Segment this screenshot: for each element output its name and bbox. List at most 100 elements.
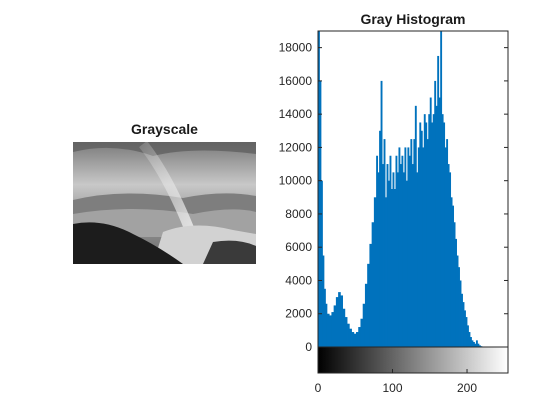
histogram-bar (456, 255, 459, 347)
grayscale-image (73, 142, 256, 264)
histogram-bar (349, 328, 352, 347)
histogram-bar (325, 303, 328, 347)
x-tick-label: 100 (382, 381, 402, 395)
histogram-bar (425, 122, 428, 347)
histogram-bar (435, 105, 438, 347)
histogram-bar (353, 333, 357, 347)
histogram-bar (467, 325, 469, 347)
histogram-bar (443, 122, 446, 347)
histogram-bar (340, 295, 343, 347)
histogram-bar (379, 130, 381, 347)
histogram-bar (367, 263, 370, 347)
y-tick-label: 14000 (279, 107, 313, 121)
histogram-bar (465, 317, 468, 347)
histogram-bar (398, 147, 401, 347)
histogram-bar (417, 147, 420, 347)
histogram-bar (351, 332, 355, 347)
histogram-bar (461, 293, 463, 347)
histogram-bar (458, 267, 460, 347)
histogram-bar (446, 139, 449, 347)
histogram-bar (329, 315, 332, 347)
histogram-bar (478, 345, 481, 347)
histogram-bar (453, 222, 456, 347)
histogram-bar (386, 164, 389, 347)
histogram-bar (344, 317, 348, 347)
histogram-bar (320, 180, 323, 347)
histogram-bar (364, 283, 368, 347)
histogram-bar (402, 172, 405, 347)
histogram-bar (360, 318, 364, 347)
histogram-bar (477, 343, 480, 347)
histogram-bar (447, 164, 450, 347)
histogram-bar (462, 302, 465, 347)
histogram-bar (408, 155, 411, 347)
histogram-bar (459, 280, 462, 347)
y-tick-label: 10000 (279, 174, 313, 188)
histogram-bar (338, 292, 341, 347)
histogram-bar (475, 340, 478, 347)
histogram-bar (396, 172, 399, 347)
histogram-bar (468, 332, 471, 347)
histogram-bar (414, 105, 417, 347)
histogram-bar (395, 155, 398, 347)
y-tick-label: 4000 (285, 273, 312, 287)
histogram-bar (322, 255, 325, 347)
histogram-bar (422, 147, 425, 347)
histogram-bar (377, 172, 380, 347)
y-tick-label: 16000 (279, 74, 313, 88)
histogram-bar (391, 189, 393, 347)
histogram-bar (323, 288, 326, 347)
histogram-bar (380, 80, 383, 347)
histogram-bar (388, 180, 390, 347)
histogram-bar (410, 139, 413, 347)
histogram-bar (470, 337, 472, 347)
histogram-bar (431, 122, 434, 347)
histogram-bar (419, 122, 422, 347)
histogram-bar (373, 197, 377, 347)
y-tick-label: 6000 (285, 240, 312, 254)
grayscale-colorbar (317, 346, 509, 374)
histogram-bar (371, 222, 375, 347)
x-tick-label: 200 (457, 381, 477, 395)
histogram-bar (423, 114, 426, 347)
histogram-bar (434, 80, 437, 347)
histogram-bar (420, 130, 423, 347)
histogram-bar (455, 238, 457, 347)
histogram-bar (347, 323, 350, 347)
histogram-bar (432, 114, 435, 347)
histogram-bar (438, 97, 441, 348)
histogram-bar (382, 164, 384, 347)
histogram-bar (389, 155, 392, 347)
histogram-bar (383, 139, 386, 347)
y-tick-label: 18000 (279, 41, 313, 55)
histogram-bar (404, 147, 407, 347)
histogram-bar (358, 327, 361, 347)
histogram-bar (449, 172, 452, 347)
y-tick-label: 12000 (279, 140, 313, 154)
histogram-bar (411, 164, 414, 347)
histogram-bar (392, 172, 395, 347)
histogram-bar (362, 303, 366, 347)
histogram-bar (441, 114, 444, 347)
histogram-bar (407, 147, 410, 347)
histogram-bar (335, 297, 339, 347)
histogram-bar (394, 189, 396, 347)
histogram-bar (331, 312, 335, 347)
histogram-bar (452, 205, 455, 347)
x-tick-label: 0 (315, 381, 322, 395)
histogram-bar (472, 342, 475, 347)
y-tick-label: 8000 (285, 207, 312, 221)
histogram-bar (428, 114, 431, 347)
histogram-bar (440, 31, 443, 347)
histogram-bar (416, 172, 419, 347)
histogram-bar (426, 139, 429, 347)
histogram-bar (429, 97, 432, 348)
histogram-bar (437, 55, 440, 348)
chart-title: Gray Histogram (360, 11, 465, 27)
y-axis: 0 2000 4000 6000 8000 10000 12000 14000 16000 180… (279, 41, 508, 354)
y-tick-label: 0 (305, 340, 312, 354)
histogram-bar (471, 340, 474, 347)
histogram-bar (326, 313, 330, 347)
